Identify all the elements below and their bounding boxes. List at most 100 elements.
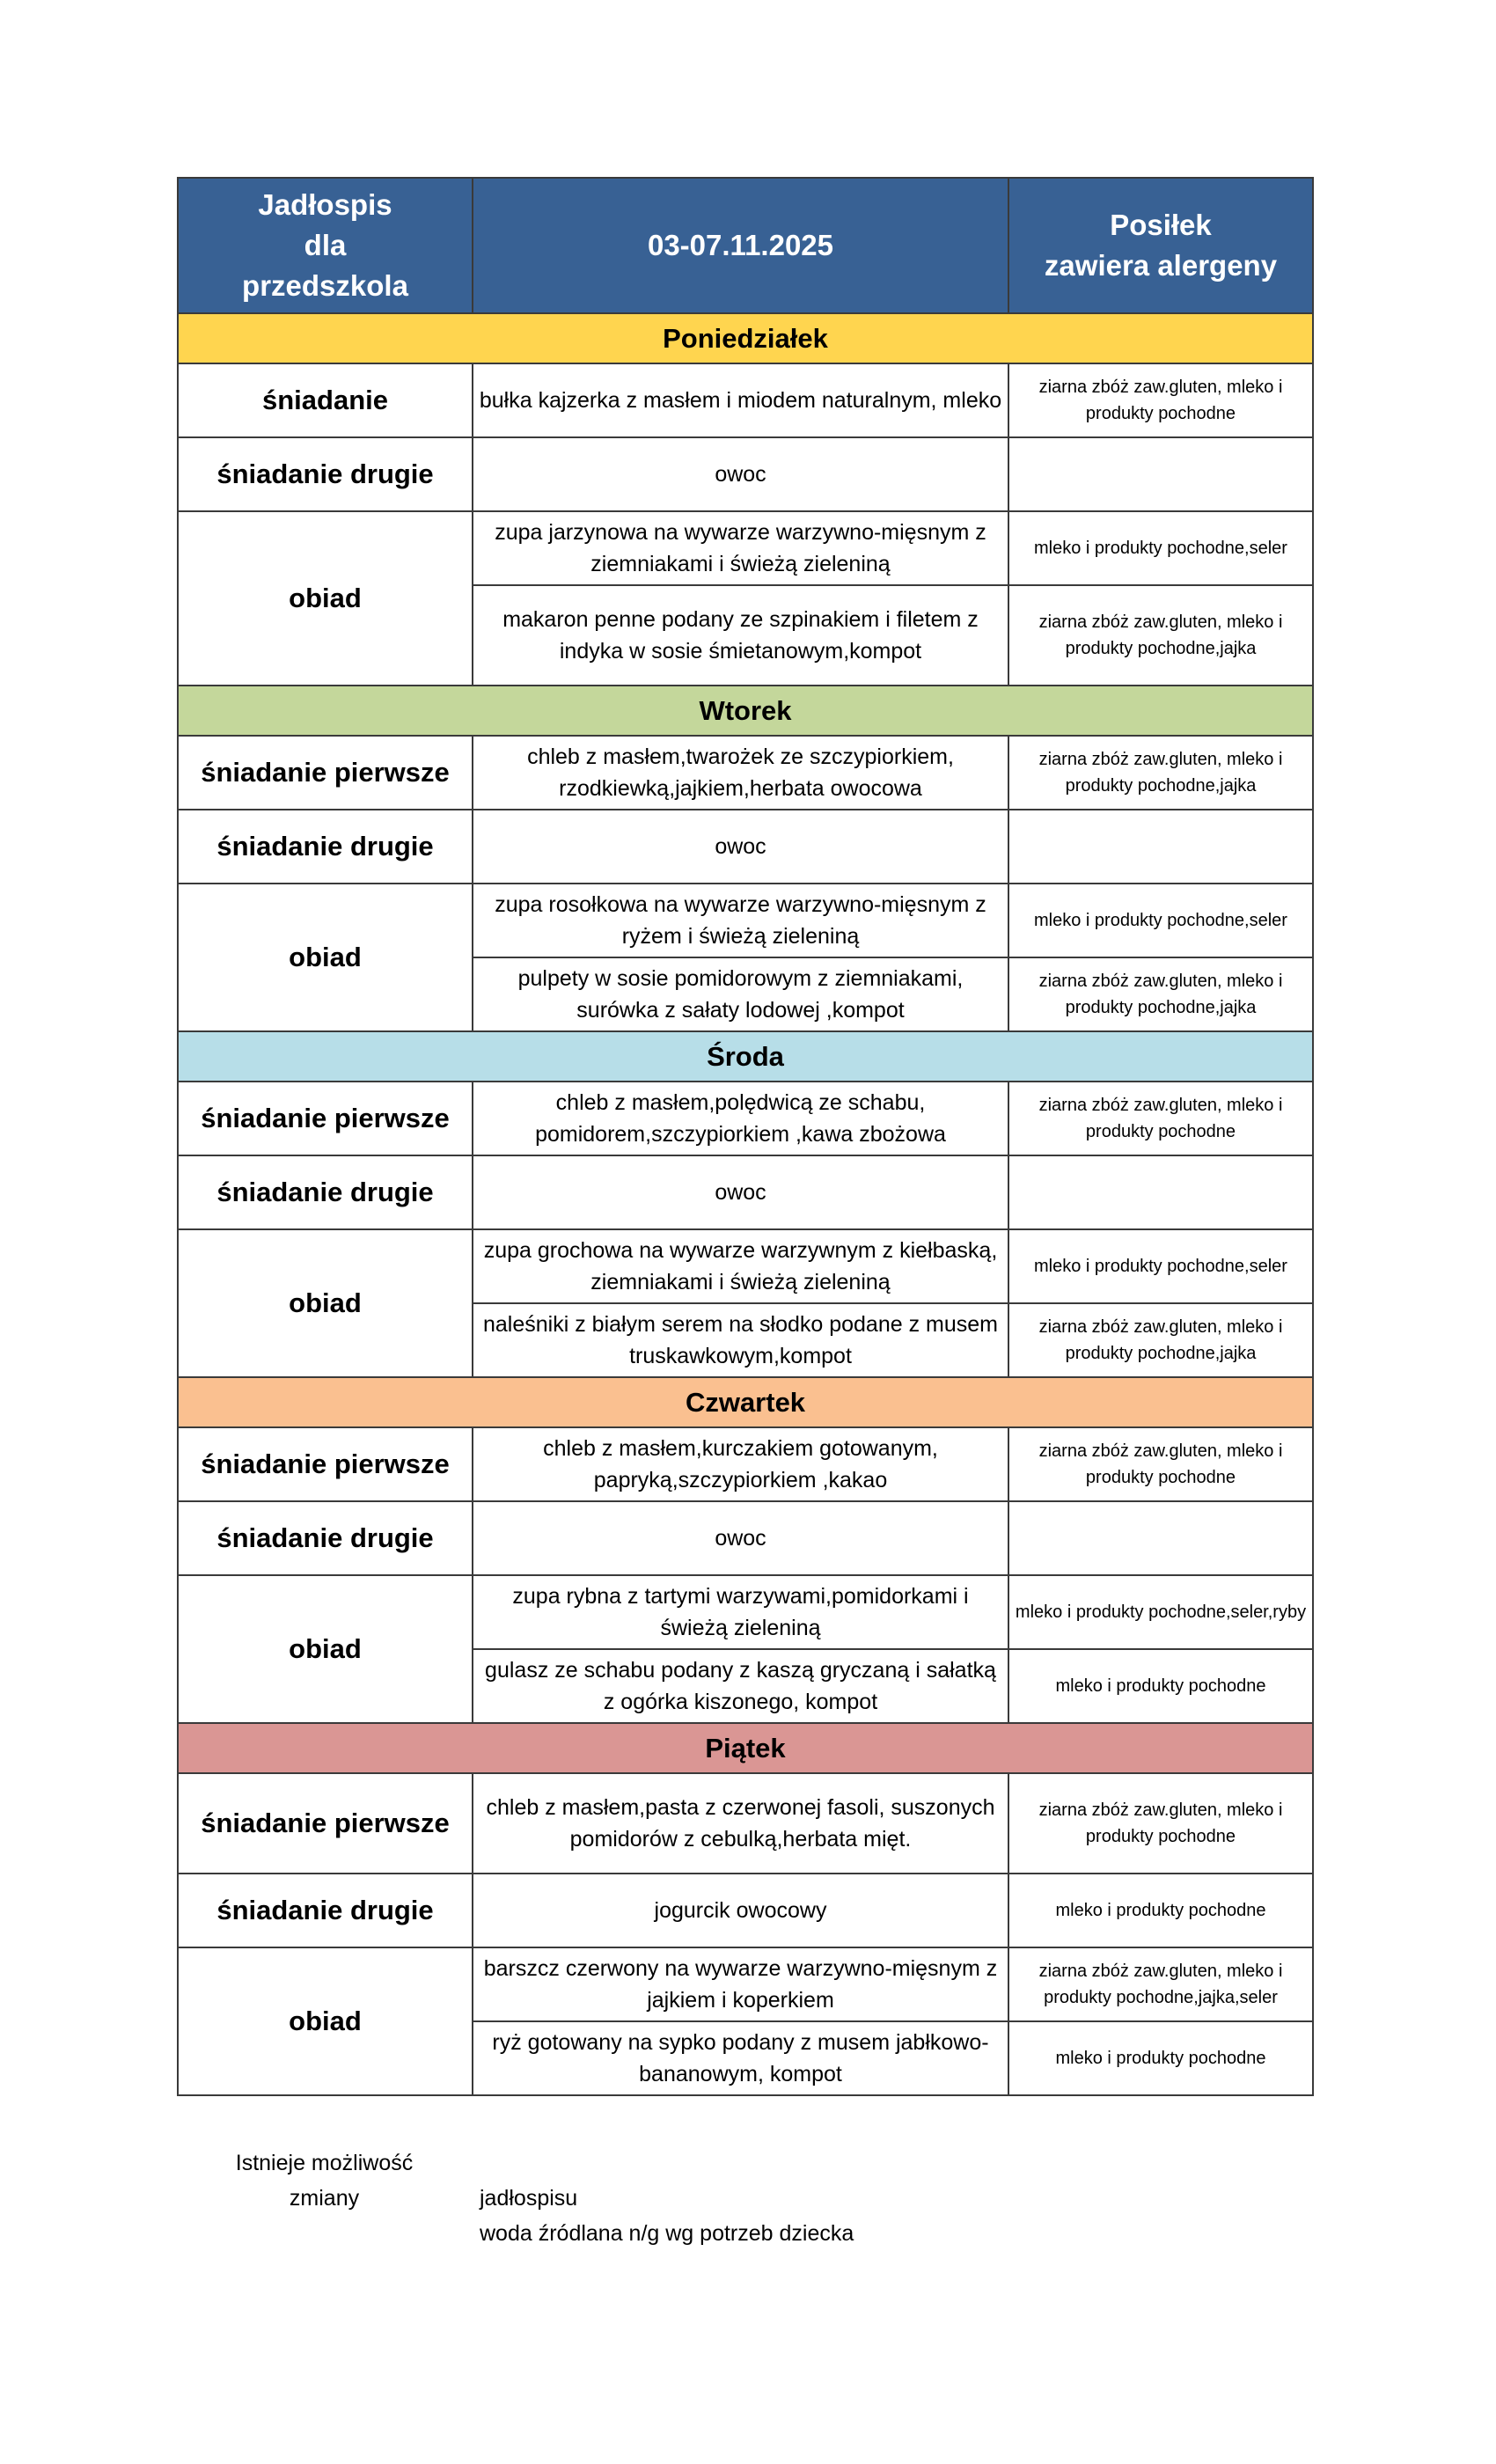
meal-row: pulpety w sosie pomidorowym z ziemniakam… bbox=[178, 957, 1314, 1032]
meal-row: obiad barszcz czerwony na wywarze warzywn… bbox=[177, 1947, 1314, 2096]
allergens: ziarna zbóż zaw.gluten, mleko i produkty… bbox=[1008, 1302, 1314, 1378]
day-name: Piątek bbox=[177, 1722, 1314, 1774]
dish: ryż gotowany na sypko podany z musem jab… bbox=[472, 2020, 1009, 2096]
meal-label: obiad bbox=[177, 1574, 473, 1724]
meal-label: śniadanie drugie bbox=[177, 809, 473, 884]
dish: makaron penne podany ze szpinakiem i fil… bbox=[472, 584, 1009, 686]
meal-row: gulasz ze schabu podany z kaszą gryczaną… bbox=[178, 1648, 1314, 1724]
meal-row: śniadanie drugie owoc bbox=[177, 436, 1314, 512]
meal-label: śniadanie pierwsze bbox=[177, 735, 473, 810]
meal-label: śniadanie drugie bbox=[177, 1500, 473, 1576]
allergens-header-line: Posiłek bbox=[1110, 209, 1212, 241]
dish: chleb z masłem,pasta z czerwonej fasoli,… bbox=[472, 1772, 1009, 1874]
notes-right: jadłospisu woda źródlana n/g wg potrzeb … bbox=[480, 2181, 854, 2251]
meal-row: obiad zupa rosołkowa na wywarze warzywno-… bbox=[177, 883, 1314, 1032]
meal-label: śniadanie drugie bbox=[177, 1873, 473, 1948]
allergens: ziarna zbóż zaw.gluten, mleko i produkty… bbox=[1008, 1081, 1314, 1156]
note-line: zmiany bbox=[289, 2186, 360, 2211]
allergens bbox=[1008, 809, 1314, 884]
meal-label: śniadanie pierwsze bbox=[177, 1426, 473, 1502]
allergens: mleko i produkty pochodne,seler bbox=[1008, 883, 1314, 958]
title-line: przedszkola bbox=[242, 269, 408, 302]
title-line: dla bbox=[304, 229, 347, 261]
meal-row: śniadanie pierwsze chleb z masłem,pasta z… bbox=[177, 1772, 1314, 1874]
dish: zupa grochowa na wywarze warzywnym z kie… bbox=[472, 1228, 1009, 1304]
allergens: ziarna zbóż zaw.gluten, mleko i produkty… bbox=[1008, 1426, 1314, 1502]
day-band: Piątek bbox=[177, 1722, 1314, 1774]
dish: zupa rosołkowa na wywarze warzywno-mięsn… bbox=[472, 883, 1009, 958]
allergens: mleko i produkty pochodne,seler bbox=[1008, 1228, 1314, 1304]
meal-row: obiad zupa rybna z tartymi warzywami,pomi… bbox=[177, 1574, 1314, 1724]
dish: owoc bbox=[472, 436, 1009, 512]
dish: zupa jarzynowa na wywarze warzywno-mięsn… bbox=[472, 510, 1009, 586]
allergens: ziarna zbóż zaw.gluten, mleko i produkty… bbox=[1008, 363, 1314, 438]
meal-row: ryż gotowany na sypko podany z musem jab… bbox=[178, 2020, 1314, 2096]
meal-row: obiad zupa jarzynowa na wywarze warzywno-… bbox=[177, 510, 1314, 686]
meal-row: śniadanie bułka kajzerka z masłem i miode… bbox=[177, 363, 1314, 438]
day-name: Czwartek bbox=[177, 1376, 1314, 1428]
day-name: Wtorek bbox=[177, 685, 1314, 737]
meal-label: obiad bbox=[177, 883, 473, 1032]
note-line: jadłospisu bbox=[480, 2186, 578, 2211]
meal-label: śniadanie drugie bbox=[177, 436, 473, 512]
day-band: Poniedziałek bbox=[177, 312, 1314, 364]
allergens: ziarna zbóż zaw.gluten, mleko i produkty… bbox=[1008, 735, 1314, 810]
day-band: Środa bbox=[177, 1030, 1314, 1082]
dish: naleśniki z białym serem na słodko podan… bbox=[472, 1302, 1009, 1378]
day-band: Wtorek bbox=[177, 685, 1314, 737]
allergens: ziarna zbóż zaw.gluten, mleko i produkty… bbox=[1008, 1947, 1314, 2022]
title-line: Jadłospis bbox=[258, 188, 392, 221]
date-range: 03-07.11.2025 bbox=[472, 177, 1009, 314]
meal-label: obiad bbox=[177, 1947, 473, 2096]
meal-row: śniadanie drugie owoc bbox=[177, 1155, 1314, 1230]
meal-label: śniadanie bbox=[177, 363, 473, 438]
allergens-header-line: zawiera alergeny bbox=[1044, 249, 1278, 282]
meal-label: śniadanie drugie bbox=[177, 1155, 473, 1230]
allergens-header: Posiłek zawiera alergeny bbox=[1008, 177, 1314, 314]
allergens: ziarna zbóż zaw.gluten, mleko i produkty… bbox=[1008, 1772, 1314, 1874]
meal-row: naleśniki z białym serem na słodko podan… bbox=[178, 1302, 1314, 1378]
day-band: Czwartek bbox=[177, 1376, 1314, 1428]
allergens: ziarna zbóż zaw.gluten, mleko i produkty… bbox=[1008, 957, 1314, 1032]
allergens: mleko i produkty pochodne,seler bbox=[1008, 510, 1314, 586]
meal-label: obiad bbox=[177, 510, 473, 686]
dish: bułka kajzerka z masłem i miodem natural… bbox=[472, 363, 1009, 438]
dish: owoc bbox=[472, 1500, 1009, 1576]
header-row: Jadłospis dla przedszkola 03-07.11.2025 … bbox=[177, 177, 1314, 314]
note-line: woda źródlana n/g wg potrzeb dziecka bbox=[480, 2221, 854, 2246]
allergens: mleko i produkty pochodne bbox=[1008, 1648, 1314, 1724]
meal-row: śniadanie drugie jogurcik owocowy mleko i … bbox=[177, 1873, 1314, 1948]
dish: chleb z masłem,twarożek ze szczypiorkiem… bbox=[472, 735, 1009, 810]
change-notice: Istnieje możliwość zmiany bbox=[177, 2145, 472, 2216]
allergens: mleko i produkty pochodne,seler,ryby bbox=[1008, 1574, 1314, 1650]
menu-title: Jadłospis dla przedszkola bbox=[177, 177, 473, 314]
menu-table: Jadłospis dla przedszkola 03-07.11.2025 … bbox=[177, 177, 1314, 2096]
meal-row: śniadanie pierwsze chleb z masłem,polędwi… bbox=[177, 1081, 1314, 1156]
dish: chleb z masłem,kurczakiem gotowanym, pap… bbox=[472, 1426, 1009, 1502]
day-name: Poniedziałek bbox=[177, 312, 1314, 364]
meal-row: śniadanie pierwsze chleb z masłem,twaroże… bbox=[177, 735, 1314, 810]
dish: zupa rybna z tartymi warzywami,pomidorka… bbox=[472, 1574, 1009, 1650]
meal-row: śniadanie drugie owoc bbox=[177, 1500, 1314, 1576]
meal-label: śniadanie pierwsze bbox=[177, 1081, 473, 1156]
note-line: Istnieje możliwość bbox=[235, 2151, 414, 2175]
meal-row: śniadanie pierwsze chleb z masłem,kurczak… bbox=[177, 1426, 1314, 1502]
allergens: mleko i produkty pochodne bbox=[1008, 1873, 1314, 1948]
dish: owoc bbox=[472, 1155, 1009, 1230]
day-name: Środa bbox=[177, 1030, 1314, 1082]
meal-row: śniadanie drugie owoc bbox=[177, 809, 1314, 884]
dish: chleb z masłem,polędwicą ze schabu, pomi… bbox=[472, 1081, 1009, 1156]
dish: owoc bbox=[472, 809, 1009, 884]
meal-label: obiad bbox=[177, 1228, 473, 1378]
allergens bbox=[1008, 1155, 1314, 1230]
meal-row: obiad zupa grochowa na wywarze warzywnym … bbox=[177, 1228, 1314, 1378]
meal-label: śniadanie pierwsze bbox=[177, 1772, 473, 1874]
dish: jogurcik owocowy bbox=[472, 1873, 1009, 1948]
meal-row: makaron penne podany ze szpinakiem i fil… bbox=[178, 584, 1314, 686]
allergens bbox=[1008, 436, 1314, 512]
allergens: mleko i produkty pochodne bbox=[1008, 2020, 1314, 2096]
allergens bbox=[1008, 1500, 1314, 1576]
allergens: ziarna zbóż zaw.gluten, mleko i produkty… bbox=[1008, 584, 1314, 686]
dish: gulasz ze schabu podany z kaszą gryczaną… bbox=[472, 1648, 1009, 1724]
dish: barszcz czerwony na wywarze warzywno-mię… bbox=[472, 1947, 1009, 2022]
